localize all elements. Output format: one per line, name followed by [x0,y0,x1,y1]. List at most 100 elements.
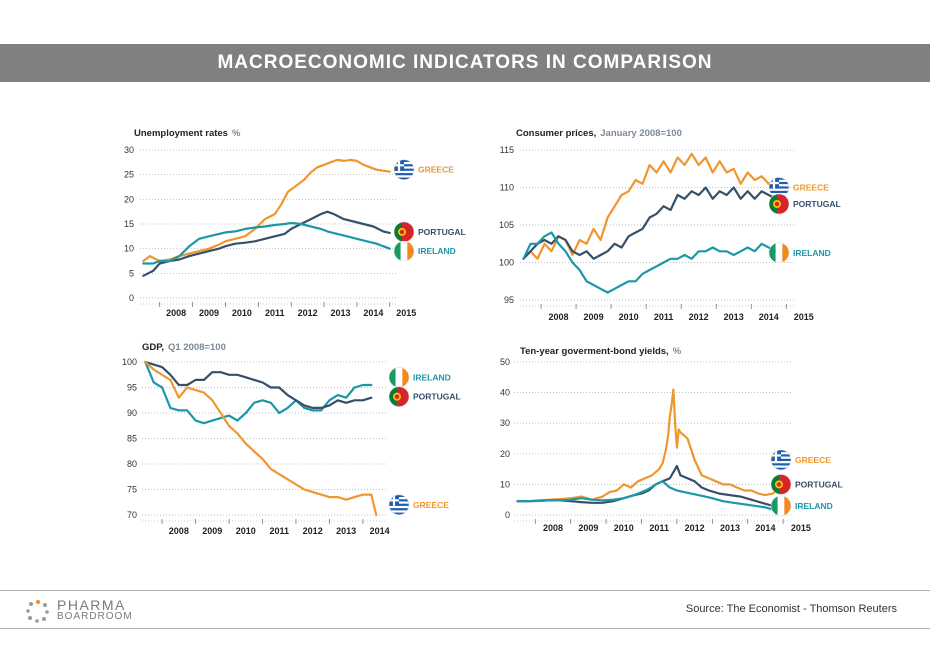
y-tick-label: 20 [124,194,134,204]
y-tick-label: 100 [122,357,137,367]
y-tick-label: 75 [127,485,137,495]
series-line-greece [522,152,784,260]
y-tick-label: 30 [500,418,510,428]
x-tick-label: 2015 [794,312,814,322]
x-tick-label: 2009 [584,312,604,322]
series-line-portugal [522,186,784,260]
x-tick-label: 2014 [755,523,775,533]
page-title-banner: MACROECONOMIC INDICATORS IN COMPARISON [0,44,930,82]
y-tick-label: 90 [127,408,137,418]
y-tick-label: 80 [127,459,137,469]
x-tick-label: 2013 [336,526,356,536]
ireland-flag-icon [388,366,410,388]
x-tick-label: 2009 [202,526,222,536]
series-line-ireland [144,360,373,425]
series-label-portugal: PORTUGAL [413,392,461,402]
series-line-portugal [144,360,373,409]
chart-title: Unemployment rates% [134,128,241,139]
series-label-ireland: IRELAND [418,246,456,256]
chart-panel-2: Consumer prices, January 2008=100 95 100 105… [499,128,841,322]
series-line-portugal [142,210,391,277]
ireland-flag-icon [768,242,790,264]
y-tick-label: 10 [124,244,134,254]
ireland-flag-icon [770,495,792,517]
x-tick-label: 2012 [685,523,705,533]
ireland-flag-icon [393,240,415,262]
series-line-ireland [522,231,784,294]
x-tick-label: 2014 [370,526,390,536]
x-tick-label: 2011 [654,312,674,322]
portugal-flag-icon [770,474,792,495]
y-tick-label: 0 [505,510,510,520]
x-tick-label: 2015 [396,308,416,318]
portugal-flag-icon [393,221,415,243]
logo-dots-icon [26,599,49,623]
x-tick-label: 2008 [543,523,563,533]
x-tick-label: 2011 [649,523,669,533]
x-tick-label: 2014 [759,312,779,322]
portugal-flag-icon [388,386,410,407]
series-label-greece: GREECE [793,183,829,193]
x-tick-label: 2012 [689,312,709,322]
chart-title: GDP, Q1 2008=100 [142,342,226,353]
x-tick-label: 2012 [298,308,318,318]
x-tick-label: 2009 [578,523,598,533]
series-line-greece [142,158,391,263]
greece-flag-icon [770,449,792,471]
y-tick-label: 25 [124,170,134,180]
y-tick-label: 10 [500,479,510,489]
x-tick-label: 2012 [303,526,323,536]
x-tick-label: 2008 [549,312,569,322]
chart-title: Ten-year goverment-bond yields,% [520,346,682,357]
x-tick-label: 2013 [724,312,744,322]
pharmaboardroom-logo: PHARMA BOARDROOM [25,597,133,625]
x-tick-label: 2010 [232,308,252,318]
footer-divider-top [0,590,930,591]
x-tick-label: 2010 [614,523,634,533]
y-tick-label: 70 [127,510,137,520]
x-tick-label: 2013 [720,523,740,533]
x-tick-label: 2008 [166,308,186,318]
y-tick-label: 95 [504,295,514,305]
y-tick-label: 20 [500,449,510,459]
y-tick-label: 0 [129,293,134,303]
series-label-portugal: PORTUGAL [795,479,843,489]
y-tick-label: 115 [500,145,514,155]
series-label-greece: GREECE [413,500,449,510]
series-label-ireland: IRELAND [795,501,833,511]
chart-title: Consumer prices, January 2008=100 [516,128,682,139]
x-tick-label: 2013 [330,308,350,318]
y-tick-label: 15 [124,219,134,229]
series-line-greece [516,388,785,503]
y-tick-label: 110 [500,183,514,193]
y-tick-label: 105 [499,220,514,230]
y-tick-label: 95 [127,383,137,393]
greece-flag-icon [388,494,410,516]
x-tick-label: 2011 [265,308,285,318]
chart-panel-3: GDP, Q1 2008=100 70 75 80 85 90 95 100 2008 2009 20… [122,342,461,536]
x-tick-label: 2014 [363,308,383,318]
series-line-ireland [516,480,785,513]
y-tick-label: 85 [127,434,137,444]
page-title: MACROECONOMIC INDICATORS IN COMPARISON [217,52,713,73]
x-tick-label: 2010 [619,312,639,322]
portugal-flag-icon [768,193,790,215]
y-tick-label: 30 [124,145,134,155]
series-label-portugal: PORTUGAL [418,227,466,237]
y-tick-label: 5 [129,268,134,278]
greece-flag-icon [393,159,415,181]
logo-line-2: BOARDROOM [57,611,133,622]
chart-panel-1: Unemployment rates % 0 5 10 15 20 25 30 2008 2009 2… [124,128,466,318]
y-tick-label: 40 [500,388,510,398]
y-tick-label: 100 [499,258,514,268]
x-tick-label: 2015 [791,523,811,533]
x-tick-label: 2011 [269,526,289,536]
series-line-ireland [142,221,391,265]
logo-line-1: PHARMA [57,597,126,613]
footer-divider-bottom [0,628,930,629]
x-tick-label: 2010 [236,526,256,536]
x-tick-label: 2008 [169,526,189,536]
series-label-portugal: PORTUGAL [793,199,841,209]
series-label-greece: GREECE [795,455,831,465]
